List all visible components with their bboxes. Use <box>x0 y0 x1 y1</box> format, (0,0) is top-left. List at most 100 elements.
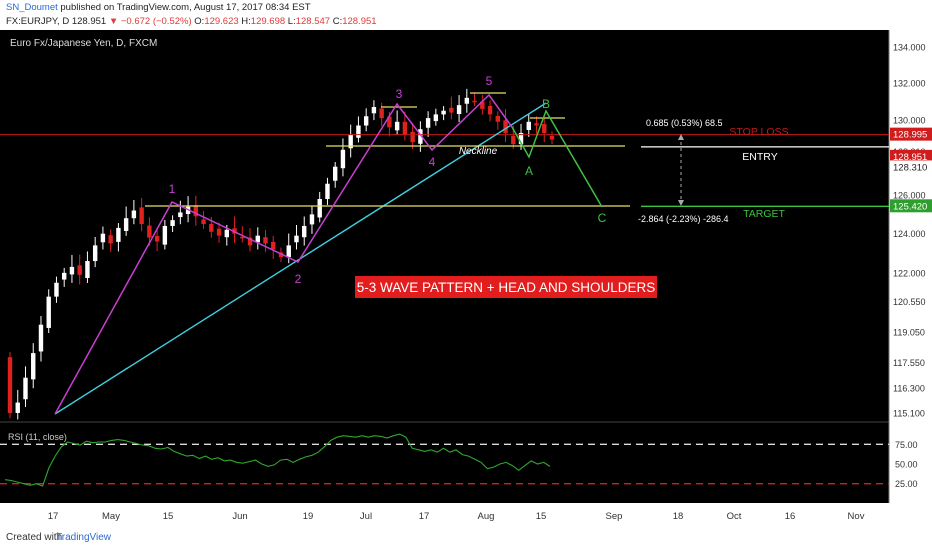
candle-body <box>456 105 462 115</box>
candle-body <box>154 236 160 242</box>
rsi-line <box>4 433 551 487</box>
candle-body <box>348 134 353 149</box>
wave-labels: 1 2 3 4 5 A B C <box>169 74 684 286</box>
candle-body <box>309 214 315 225</box>
candle-body <box>224 229 229 238</box>
time-tick-label: Nov <box>848 511 865 522</box>
candle-body <box>371 107 377 114</box>
price-tag: 128.310 <box>893 162 927 173</box>
price-tick-label: 117.550 <box>893 358 925 368</box>
price-tick-label: 124.000 <box>893 229 926 239</box>
candle-body <box>302 225 307 238</box>
candle-body <box>131 210 137 219</box>
neckline-label: Neckline <box>459 146 498 157</box>
time-tick-label: 17 <box>419 511 430 522</box>
candle-body <box>294 235 299 243</box>
corrective-label: A <box>525 164 533 178</box>
price-tag-bg <box>890 127 932 141</box>
rsi-tick-labels: 75.00 50.00 25.00 <box>895 440 918 489</box>
time-tick-label: 16 <box>785 511 796 522</box>
candle-body <box>123 218 129 231</box>
candle-body <box>62 272 67 280</box>
time-tick-label: 17 <box>48 511 59 522</box>
tradingview-link[interactable]: TradingView <box>56 532 112 543</box>
candle-body <box>433 114 439 122</box>
open-value: 129.623 <box>204 16 239 27</box>
wave-label: 4 <box>429 155 436 169</box>
low-label: L: <box>287 16 296 27</box>
price-tick-label: 132.000 <box>893 79 926 89</box>
candle-body <box>387 116 392 128</box>
wave-label: 5 <box>486 74 493 88</box>
upper-measure-label: 0.685 (0.53%) 68.5 <box>646 118 723 128</box>
chart-header: SN_Doumet published on TradingView.com, … <box>0 0 932 30</box>
open-label: O: <box>194 16 205 27</box>
time-tick-label: 19 <box>303 511 314 522</box>
price-tick-label: 116.300 <box>893 384 925 394</box>
candle-body <box>480 101 485 109</box>
candle-body <box>85 261 90 278</box>
wave-label: 3 <box>396 87 403 101</box>
candle-body <box>542 124 547 133</box>
candle-body <box>534 123 539 126</box>
symbol-line: FX:EURJPY, D 128.951 ▼ −0.672 (−0.52%) O… <box>6 16 377 27</box>
candle-body <box>100 233 106 243</box>
candle-body <box>356 125 361 138</box>
candle-body <box>193 205 199 217</box>
candle-body <box>77 265 82 275</box>
candle-body <box>147 225 152 238</box>
close-label: C: <box>332 16 343 27</box>
corrective-label: B <box>542 97 550 111</box>
time-tick-label: May <box>102 511 120 522</box>
chart-footer: Created with TradingView <box>0 525 932 550</box>
time-tick-label: 15 <box>536 511 547 522</box>
time-tick-label: Sep <box>606 511 623 522</box>
candle-body <box>402 121 408 135</box>
time-tick-labels: 17 May 15 Jun 19 Jul 17 Aug 15 Sep 18 Oct 16 Nov <box>48 511 865 522</box>
impulse-wave-line[interactable] <box>54 93 513 415</box>
candle-body <box>495 115 500 122</box>
candle-body <box>487 105 493 115</box>
wave-label: 1 <box>169 182 176 196</box>
candle-body <box>54 282 59 297</box>
candle-body <box>425 118 431 128</box>
price-tick-label: 119.050 <box>893 327 925 337</box>
price-tag: 125.420 <box>893 201 927 212</box>
high-value: 129.698 <box>250 16 286 27</box>
price-tick-label: 134.000 <box>893 43 926 53</box>
candle-body <box>170 220 175 226</box>
candle-body <box>216 228 222 236</box>
corrective-wave-line[interactable] <box>511 109 603 208</box>
price-axis <box>889 30 932 525</box>
candle-body <box>162 225 168 245</box>
candle-body <box>139 207 144 225</box>
target-label: TARGET <box>743 208 785 220</box>
time-tick-label: Jul <box>360 511 372 522</box>
candle-body <box>247 237 253 246</box>
entry-label: ENTRY <box>742 151 777 163</box>
candle-body <box>394 121 400 131</box>
candle-body <box>549 135 555 140</box>
corrective-label: C <box>598 211 607 225</box>
candle-body <box>472 100 477 103</box>
created-with: Created with <box>6 532 63 543</box>
price-tick-label: 130.000 <box>893 115 926 125</box>
candle-body <box>263 237 268 244</box>
candle-body <box>518 132 524 145</box>
candle-body <box>69 266 75 275</box>
rsi-tick-label: 25.00 <box>895 479 918 489</box>
candle-body <box>201 219 206 225</box>
candle-body <box>441 110 446 115</box>
candle-body <box>317 199 322 218</box>
lower-measure-label: -2.864 (-2.23%) -286.4 <box>638 214 729 224</box>
time-tick-label: Jun <box>232 511 247 522</box>
price-tick-label: 120.550 <box>893 297 926 307</box>
candle-body <box>108 235 113 244</box>
candle-body <box>31 353 36 380</box>
author-link[interactable]: SN_Doumet <box>6 2 58 13</box>
high-label: H: <box>241 16 251 27</box>
candle-body <box>255 235 260 243</box>
price-tag-bg <box>890 149 932 163</box>
